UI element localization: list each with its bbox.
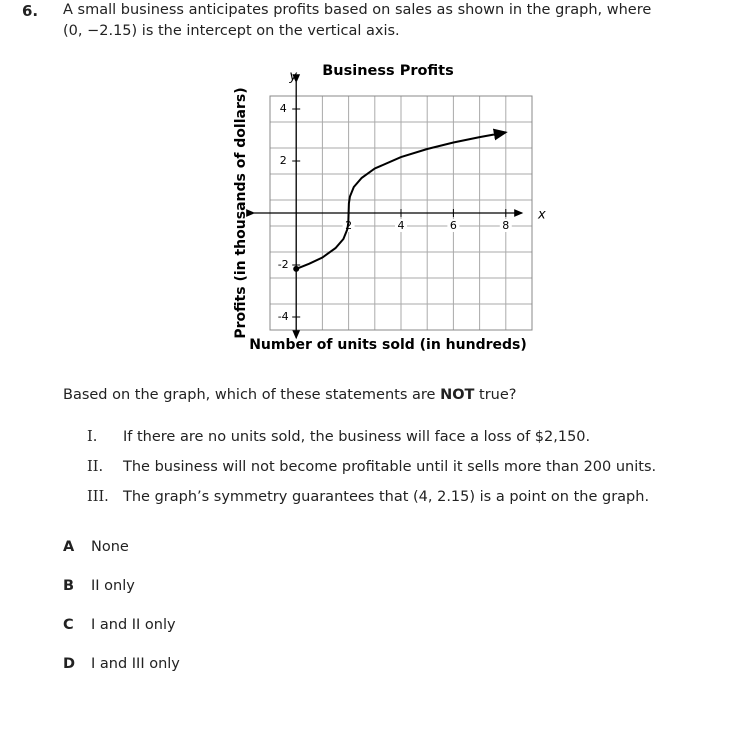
statement-numeral: III. xyxy=(87,489,109,505)
statement: II. The business will not become profitab… xyxy=(87,459,656,475)
option-text: None xyxy=(91,539,129,555)
question-stem: (0, −2.15) is the intercept on the verti… xyxy=(63,23,400,39)
x-tick-label: 8 xyxy=(502,219,509,232)
statement: III. The graph’s symmetry guarantees that… xyxy=(87,489,649,505)
tick-label-bg xyxy=(395,219,407,232)
statement: I. If there are no units sold, the busine… xyxy=(87,429,590,445)
tick-label-bg xyxy=(275,102,292,116)
answer-option[interactable]: B II only xyxy=(63,578,135,594)
option-letter: A xyxy=(63,539,75,555)
tick-label-bg xyxy=(275,258,292,272)
tick-label-bg xyxy=(275,154,292,168)
statement-text: The graph’s symmetry guarantees that (4,… xyxy=(123,489,650,505)
plot: xy2 4 6 8-4-224 xyxy=(246,69,546,340)
option-letter: C xyxy=(63,617,74,633)
prompt-text: Based on the graph, which of these state… xyxy=(63,387,436,403)
prompt-text: true? xyxy=(479,387,517,403)
grid xyxy=(269,95,533,331)
question-stem: A small business anticipates profits bas… xyxy=(63,2,652,18)
curve xyxy=(295,128,508,270)
tick-label-bg xyxy=(499,219,512,232)
chart-title: Business Profits xyxy=(322,63,454,79)
x-tick-label: 6 xyxy=(450,219,457,232)
graph: xy2 4 6 8-4-224 Business Profits Number of … xyxy=(233,63,546,353)
option-letter: B xyxy=(63,578,75,594)
statement-numeral: I. xyxy=(87,429,98,445)
question-number: 6. xyxy=(22,2,39,20)
x-axis-name: x xyxy=(537,208,546,223)
y-tick-label: 4 xyxy=(280,102,287,115)
option-letter: D xyxy=(63,656,76,672)
y-axis-name: y xyxy=(288,69,297,84)
y-axis-label: Profits (in thousands of dollars) xyxy=(233,87,249,338)
statement-text: If there are no units sold, the business… xyxy=(123,429,591,445)
answer-option[interactable]: C I and II only xyxy=(63,617,176,633)
prompt: Based on the graph, which of these state… xyxy=(63,387,517,403)
answer-option[interactable]: A None xyxy=(63,539,129,555)
statement-numeral: II. xyxy=(87,459,104,475)
tick-label-bg xyxy=(447,219,460,232)
y-tick-label: 2 xyxy=(280,154,287,167)
option-text: I and III only xyxy=(91,656,180,672)
x-axis-label: Number of units sold (in hundreds) xyxy=(249,337,527,353)
option-text: I and II only xyxy=(91,617,176,633)
y-tick-label: -4 xyxy=(278,310,289,323)
statement-text: The business will not become profitable … xyxy=(123,459,657,475)
answer-option[interactable]: D I and III only xyxy=(63,656,180,672)
y-tick-label: -2 xyxy=(278,258,289,271)
option-text: II only xyxy=(91,578,135,594)
tick-label-bg xyxy=(275,310,292,324)
x-tick-label: 4 xyxy=(398,219,405,232)
prompt-emphasis: NOT xyxy=(440,387,475,403)
start-point xyxy=(293,265,300,272)
